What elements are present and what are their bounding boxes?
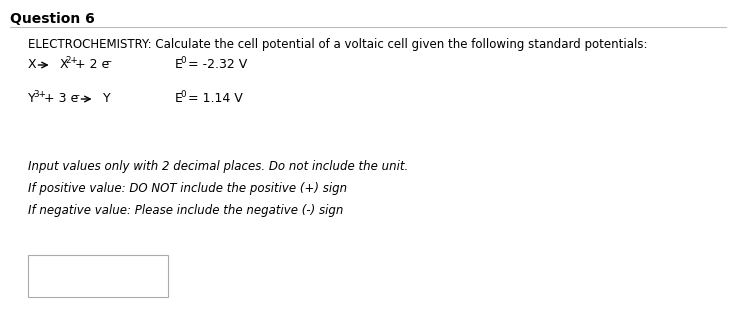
Text: If positive value: DO NOT include the positive (+) sign: If positive value: DO NOT include the po… <box>28 182 347 195</box>
Text: ELECTROCHEMISTRY: Calculate the cell potential of a voltaic cell given the follo: ELECTROCHEMISTRY: Calculate the cell pot… <box>28 38 648 51</box>
Text: E: E <box>175 92 183 105</box>
Text: = -2.32 V: = -2.32 V <box>184 58 247 71</box>
Text: 0: 0 <box>180 56 186 65</box>
Bar <box>28 255 168 297</box>
Text: + 3 e: + 3 e <box>40 92 78 105</box>
Text: X: X <box>28 58 37 71</box>
Text: Y: Y <box>28 92 35 105</box>
Text: −: − <box>104 56 111 65</box>
Text: −: − <box>72 90 79 99</box>
Text: = 1.14 V: = 1.14 V <box>184 92 242 105</box>
Text: + 2 e: + 2 e <box>71 58 110 71</box>
Text: Input values only with 2 decimal places. Do not include the unit.: Input values only with 2 decimal places.… <box>28 160 408 173</box>
Text: Y: Y <box>102 92 110 105</box>
Text: 0: 0 <box>180 90 186 99</box>
Text: 2+: 2+ <box>65 56 78 65</box>
Text: X: X <box>60 58 68 71</box>
Text: E: E <box>175 58 183 71</box>
Text: 3+: 3+ <box>33 90 46 99</box>
Text: Question 6: Question 6 <box>10 12 95 26</box>
Text: If negative value: Please include the negative (-) sign: If negative value: Please include the ne… <box>28 204 344 217</box>
